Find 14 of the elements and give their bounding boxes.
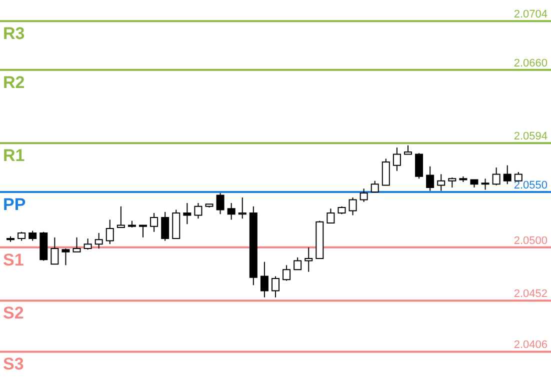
ref-line-label: R1	[3, 146, 25, 166]
ref-line-label: PP	[3, 194, 26, 214]
y-tick-label: 2.0452	[514, 288, 548, 300]
ref-line-label: R2	[3, 72, 25, 92]
ref-line-label: S2	[3, 304, 24, 323]
y-tick-label: 2.0550	[514, 179, 548, 192]
y-tick-label: 2.0594	[514, 130, 548, 143]
ref-line-label: R3	[3, 24, 25, 44]
ref-line-label: S1	[3, 250, 24, 270]
y-tick-label: 2.0704	[514, 8, 548, 21]
y-tick-label: 2.0660	[514, 57, 548, 70]
y-tick-label: 2.0406	[514, 339, 548, 352]
ref-line-label: S3	[3, 354, 24, 374]
y-tick-label: 2.0500	[514, 234, 548, 247]
